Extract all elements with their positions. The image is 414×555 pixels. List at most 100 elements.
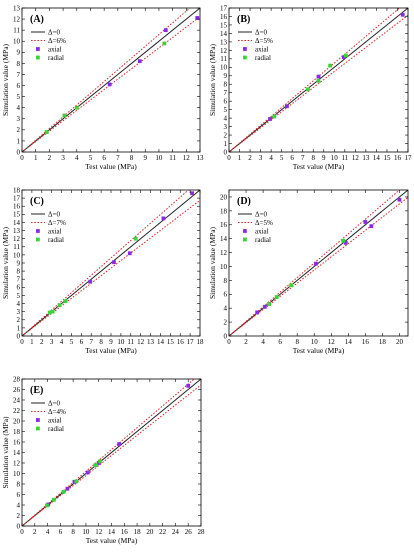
y-tick-label: 12 xyxy=(13,15,21,23)
point-radial xyxy=(343,53,348,58)
x-tick-label: 18 xyxy=(197,338,205,346)
legend-entry: Δ=7% xyxy=(48,219,66,227)
x-tick-label: 14 xyxy=(345,338,353,346)
y-tick-label: 7 xyxy=(17,276,21,284)
y-tick-label: 8 xyxy=(224,277,228,285)
y-axis-label: Simulation value (MPa) xyxy=(1,43,10,116)
x-tick-label: 22 xyxy=(159,528,167,536)
y-tick-label: 5 xyxy=(224,106,228,114)
x-tick-label: 6 xyxy=(290,154,294,162)
point-radial xyxy=(44,130,49,134)
y-tick-label: 9 xyxy=(17,49,21,57)
legend-entry: Δ=0 xyxy=(48,28,60,36)
legend-entry: Δ=4% xyxy=(48,408,66,416)
point-axial xyxy=(341,55,346,60)
y-tick-label: 2 xyxy=(224,131,228,139)
point-radial xyxy=(45,503,49,508)
panel-d: 0 2 4 6 8 10 12 14 16 18 20 0 2 4 6 8 10 12 14 16 18 20 Test v… xyxy=(208,189,409,355)
y-tick-label: 3 xyxy=(17,308,21,316)
legend-entry: radial xyxy=(48,54,64,62)
ticks: 0 1 2 3 4 5 6 7 8 9 10 11 12 13 14 15 16 1701234567891011… xyxy=(220,4,412,162)
series-axial xyxy=(88,191,194,284)
x-tick-label: 13 xyxy=(147,338,155,346)
x-tick-label: 14 xyxy=(373,154,381,162)
y-tick-label: 20 xyxy=(220,193,228,201)
point-radial xyxy=(74,479,79,484)
point-radial xyxy=(74,105,79,110)
point-axial xyxy=(190,191,194,196)
point-axial xyxy=(117,442,122,446)
upper-bound-line xyxy=(22,8,191,152)
x-tick-label: 11 xyxy=(341,154,348,162)
point-axial xyxy=(137,59,142,64)
point-axial xyxy=(163,28,168,33)
y-tick-label: 9 xyxy=(224,72,228,80)
ticks: 0 2 4 6 8 10 12 14 16 18 20 0 2 4 6 8 10 12 14 16 18 20 xyxy=(220,190,408,346)
y-tick-label: 4 xyxy=(17,300,21,308)
point-axial xyxy=(397,197,402,202)
x-tick-label: 12 xyxy=(95,528,103,536)
x-tick-label: 9 xyxy=(322,154,326,162)
x-tick-label: 8 xyxy=(130,154,134,162)
panel-e: 0 2 4 6 8 10 12 14 16 18 20 22 24 26 28024681012141618… xyxy=(1,375,205,545)
y-tick-label: 13 xyxy=(13,4,21,12)
x-tick-label: 1 xyxy=(30,338,34,346)
y-tick-label: 8 xyxy=(17,60,21,68)
x-tick-label: 12 xyxy=(328,338,336,346)
y-tick-label: 17 xyxy=(13,195,21,203)
x-tick-label: 8 xyxy=(311,154,315,162)
point-axial xyxy=(343,240,348,245)
x-tick-label: 5 xyxy=(89,154,93,162)
y-tick-label: 20 xyxy=(13,417,21,425)
plot-frame xyxy=(228,189,409,337)
legend-entry: Δ=0 xyxy=(48,399,60,407)
point-axial xyxy=(363,220,368,224)
y-axis-label: Simulation value (MPa) xyxy=(208,43,217,116)
point-axial xyxy=(316,74,321,79)
y-tick-label: 11 xyxy=(13,27,20,35)
legend-marker-swatch xyxy=(243,55,247,60)
y-tick-label: 5 xyxy=(17,93,21,101)
x-tick-label: 12 xyxy=(352,154,360,162)
panel-c: 0 1 2 3 4 5 6 7 8 9 10 11 12 13 14 15 16 17 18012345678910… xyxy=(1,186,205,355)
x-tick-label: 7 xyxy=(89,338,93,346)
y-tick-label: 16 xyxy=(13,203,21,211)
x-tick-label: 10 xyxy=(117,338,125,346)
legend-marker-swatch xyxy=(243,47,247,51)
y-tick-label: 5 xyxy=(17,292,21,300)
y-tick-label: 14 xyxy=(13,219,21,227)
x-tick-label: 2 xyxy=(244,338,248,346)
series-radial xyxy=(267,238,346,306)
y-tick-label: 28 xyxy=(13,375,21,383)
x-tick-label: 2 xyxy=(40,338,44,346)
x-tick-label: 1 xyxy=(34,154,38,162)
x-tick-label: 16 xyxy=(394,154,402,162)
legend-marker-swatch xyxy=(36,237,40,242)
x-tick-label: 10 xyxy=(155,154,163,162)
x-tick-label: 14 xyxy=(108,528,116,536)
y-tick-label: 10 xyxy=(13,38,21,46)
point-radial xyxy=(316,78,321,83)
point-radial xyxy=(341,238,346,243)
y-tick-label: 6 xyxy=(224,98,228,106)
series-radial xyxy=(272,53,348,119)
identity-line xyxy=(22,8,200,152)
y-tick-label: 12 xyxy=(220,249,228,257)
y-tick-label: 15 xyxy=(13,211,21,219)
point-radial xyxy=(93,463,98,467)
series-radial xyxy=(45,459,102,508)
y-tick-label: 18 xyxy=(220,207,228,215)
x-tick-label: 4 xyxy=(75,154,79,162)
x-tick-label: 6 xyxy=(278,338,282,346)
point-axial xyxy=(161,216,166,221)
x-tick-label: 16 xyxy=(121,528,129,536)
point-radial xyxy=(61,489,66,494)
x-tick-label: 4 xyxy=(60,338,64,346)
x-tick-label: 6 xyxy=(80,338,84,346)
point-radial xyxy=(63,299,68,304)
legend-entry: Δ=0 xyxy=(255,210,267,218)
x-tick-label: 3 xyxy=(61,154,65,162)
x-tick-label: 12 xyxy=(137,338,145,346)
y-tick-label: 18 xyxy=(13,186,21,194)
